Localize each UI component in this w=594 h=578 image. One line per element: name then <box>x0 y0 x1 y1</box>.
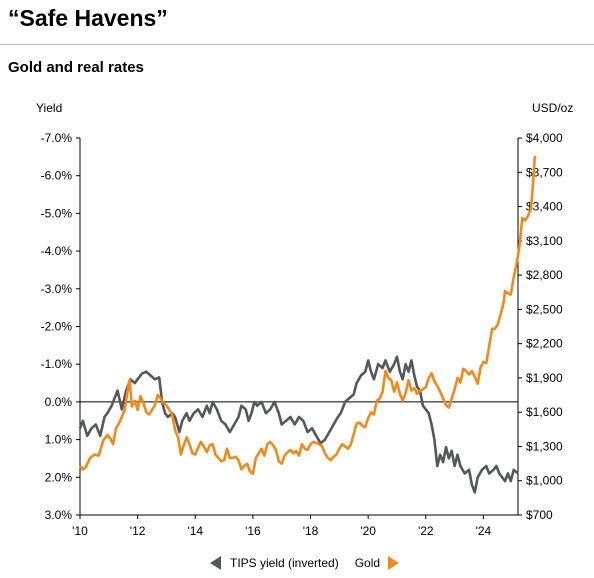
series-lines <box>78 155 537 494</box>
gold-price-line <box>79 155 537 476</box>
triangle-right-icon <box>388 556 400 570</box>
axes: -7.0% -6.0% -5.0% -4.0% -3.0% -2.0% -1.0% 0.0% 1… <box>41 131 563 538</box>
right-tick-label: $700 <box>526 508 553 522</box>
left-tick-label: 3.0% <box>45 508 73 522</box>
right-axis-label: USD/oz <box>532 101 573 115</box>
tips-yield-line <box>78 355 519 494</box>
right-tick-label: $3,100 <box>526 234 563 248</box>
x-tick-label: '10 <box>72 524 88 538</box>
x-tick-label: '18 <box>303 524 319 538</box>
right-tick-label: $2,200 <box>526 337 563 351</box>
title-divider <box>0 44 594 45</box>
right-tick-label: $1,900 <box>526 371 563 385</box>
page-title: “Safe Havens” <box>8 5 168 31</box>
right-tick-label: $3,700 <box>526 165 563 179</box>
right-tick-label: $2,500 <box>526 302 563 316</box>
left-tick-label: -3.0% <box>41 282 73 296</box>
x-tick-label: '12 <box>130 524 146 538</box>
left-axis-label: Yield <box>36 101 62 115</box>
x-tick-label: '20 <box>360 524 376 538</box>
triangle-left-icon <box>210 556 221 570</box>
x-tick-label: '22 <box>418 524 434 538</box>
left-tick-label: -7.0% <box>41 131 73 145</box>
right-tick-label: $1,300 <box>526 439 563 453</box>
left-tick-label: 0.0% <box>45 395 73 409</box>
right-tick-label: $1,000 <box>526 474 563 488</box>
legend-item-gold: Gold <box>354 556 381 570</box>
legend: TIPS yield (inverted) Gold <box>210 556 400 570</box>
left-tick-label: -6.0% <box>41 169 73 183</box>
right-tick-label: $1,600 <box>526 405 563 419</box>
x-tick-label: '16 <box>245 524 261 538</box>
left-tick-label: -4.0% <box>41 244 73 258</box>
right-tick-label: $4,000 <box>526 131 563 145</box>
left-tick-label: -2.0% <box>41 320 73 334</box>
left-tick-label: 2.0% <box>45 470 73 484</box>
x-tick-label: '14 <box>187 524 203 538</box>
left-tick-label: 1.0% <box>45 433 73 447</box>
x-tick-label: '24 <box>476 524 492 538</box>
legend-item-tips: TIPS yield (inverted) <box>230 556 339 570</box>
right-tick-label: $3,400 <box>526 200 563 214</box>
right-tick-label: $2,800 <box>526 268 563 282</box>
chart-subtitle: Gold and real rates <box>8 59 144 76</box>
left-tick-label: -1.0% <box>41 357 73 371</box>
left-tick-label: -5.0% <box>41 206 73 220</box>
